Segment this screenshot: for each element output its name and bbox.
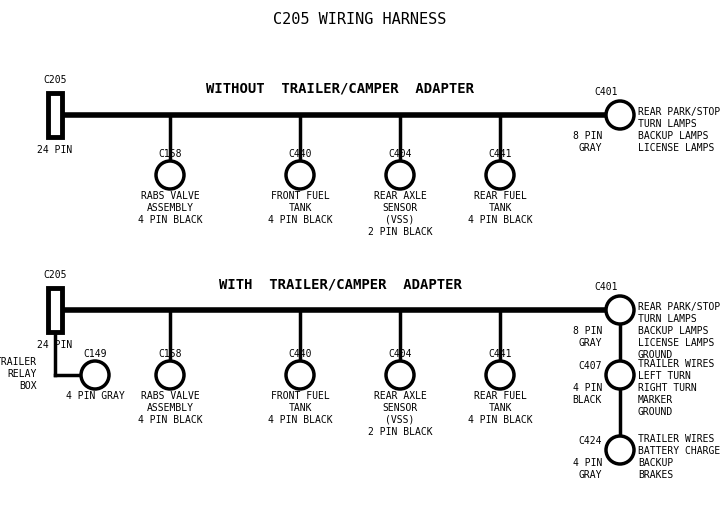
Text: SENSOR: SENSOR: [382, 203, 418, 213]
Ellipse shape: [286, 361, 314, 389]
Ellipse shape: [81, 361, 109, 389]
Text: C149: C149: [84, 349, 107, 359]
Text: C205: C205: [43, 75, 67, 85]
Text: 4 PIN: 4 PIN: [572, 383, 602, 393]
Ellipse shape: [286, 161, 314, 189]
Text: GRAY: GRAY: [578, 470, 602, 480]
FancyBboxPatch shape: [48, 93, 62, 137]
Text: 24 PIN: 24 PIN: [37, 145, 73, 155]
Text: BRAKES: BRAKES: [638, 470, 673, 480]
Text: REAR PARK/STOP: REAR PARK/STOP: [638, 107, 720, 117]
Text: TANK: TANK: [288, 203, 312, 213]
Text: REAR AXLE: REAR AXLE: [374, 391, 426, 401]
Text: REAR AXLE: REAR AXLE: [374, 191, 426, 201]
Text: GROUND: GROUND: [638, 407, 673, 417]
Text: RIGHT TURN: RIGHT TURN: [638, 383, 697, 393]
Text: TRAILER WIRES: TRAILER WIRES: [638, 434, 714, 444]
Text: TRAILER WIRES: TRAILER WIRES: [638, 359, 714, 369]
Text: LICENSE LAMPS: LICENSE LAMPS: [638, 143, 714, 153]
Text: TANK: TANK: [288, 403, 312, 413]
Text: 2 PIN BLACK: 2 PIN BLACK: [368, 427, 432, 437]
Text: 2 PIN BLACK: 2 PIN BLACK: [368, 227, 432, 237]
Text: REAR FUEL: REAR FUEL: [474, 191, 526, 201]
Text: WITHOUT  TRAILER/CAMPER  ADAPTER: WITHOUT TRAILER/CAMPER ADAPTER: [206, 82, 474, 96]
Ellipse shape: [606, 436, 634, 464]
Text: BOX: BOX: [19, 381, 37, 391]
Text: TRAILER: TRAILER: [0, 357, 37, 367]
Text: 8 PIN: 8 PIN: [572, 131, 602, 141]
Text: ASSEMBLY: ASSEMBLY: [146, 403, 194, 413]
Text: C441: C441: [488, 149, 512, 159]
Text: 4 PIN BLACK: 4 PIN BLACK: [268, 215, 333, 225]
Text: 24 PIN: 24 PIN: [37, 340, 73, 350]
Text: 4 PIN BLACK: 4 PIN BLACK: [138, 415, 202, 425]
Ellipse shape: [486, 361, 514, 389]
Text: (VSS): (VSS): [385, 415, 415, 425]
Text: 4 PIN BLACK: 4 PIN BLACK: [468, 215, 532, 225]
Text: C441: C441: [488, 349, 512, 359]
Text: LICENSE LAMPS: LICENSE LAMPS: [638, 338, 714, 348]
Text: GROUND: GROUND: [638, 350, 673, 360]
Text: C205: C205: [43, 270, 67, 280]
Text: C401: C401: [595, 282, 618, 292]
Text: RELAY: RELAY: [8, 369, 37, 379]
Text: 8 PIN: 8 PIN: [572, 326, 602, 336]
Text: 4 PIN BLACK: 4 PIN BLACK: [138, 215, 202, 225]
Text: TURN LAMPS: TURN LAMPS: [638, 119, 697, 129]
Text: RABS VALVE: RABS VALVE: [140, 191, 199, 201]
Text: C404: C404: [388, 349, 412, 359]
Text: FRONT FUEL: FRONT FUEL: [271, 191, 329, 201]
Text: 4 PIN GRAY: 4 PIN GRAY: [66, 391, 125, 401]
Text: REAR FUEL: REAR FUEL: [474, 391, 526, 401]
Ellipse shape: [606, 296, 634, 324]
Text: 4 PIN: 4 PIN: [572, 458, 602, 468]
Ellipse shape: [156, 161, 184, 189]
Ellipse shape: [606, 101, 634, 129]
Text: GRAY: GRAY: [578, 338, 602, 348]
Text: RABS VALVE: RABS VALVE: [140, 391, 199, 401]
Text: C158: C158: [158, 349, 181, 359]
Text: TURN LAMPS: TURN LAMPS: [638, 314, 697, 324]
Text: GRAY: GRAY: [578, 143, 602, 153]
Text: C205 WIRING HARNESS: C205 WIRING HARNESS: [274, 12, 446, 27]
Text: BACKUP LAMPS: BACKUP LAMPS: [638, 131, 708, 141]
Text: MARKER: MARKER: [638, 395, 673, 405]
Text: LEFT TURN: LEFT TURN: [638, 371, 691, 381]
Text: BACKUP: BACKUP: [638, 458, 673, 468]
Text: TANK: TANK: [488, 403, 512, 413]
Text: C440: C440: [288, 149, 312, 159]
Text: C407: C407: [578, 361, 602, 371]
Text: ASSEMBLY: ASSEMBLY: [146, 203, 194, 213]
Text: TANK: TANK: [488, 203, 512, 213]
Text: C440: C440: [288, 349, 312, 359]
Text: (VSS): (VSS): [385, 215, 415, 225]
Text: BLACK: BLACK: [572, 395, 602, 405]
Text: C424: C424: [578, 436, 602, 446]
Text: BACKUP LAMPS: BACKUP LAMPS: [638, 326, 708, 336]
Text: FRONT FUEL: FRONT FUEL: [271, 391, 329, 401]
Ellipse shape: [386, 161, 414, 189]
Text: C401: C401: [595, 87, 618, 97]
Text: 4 PIN BLACK: 4 PIN BLACK: [268, 415, 333, 425]
Ellipse shape: [386, 361, 414, 389]
Ellipse shape: [486, 161, 514, 189]
Text: C158: C158: [158, 149, 181, 159]
FancyBboxPatch shape: [48, 288, 62, 332]
Text: REAR PARK/STOP: REAR PARK/STOP: [638, 302, 720, 312]
Text: WITH  TRAILER/CAMPER  ADAPTER: WITH TRAILER/CAMPER ADAPTER: [219, 278, 462, 292]
Ellipse shape: [156, 361, 184, 389]
Text: BATTERY CHARGE: BATTERY CHARGE: [638, 446, 720, 456]
Ellipse shape: [606, 361, 634, 389]
Text: C404: C404: [388, 149, 412, 159]
Text: SENSOR: SENSOR: [382, 403, 418, 413]
Text: 4 PIN BLACK: 4 PIN BLACK: [468, 415, 532, 425]
